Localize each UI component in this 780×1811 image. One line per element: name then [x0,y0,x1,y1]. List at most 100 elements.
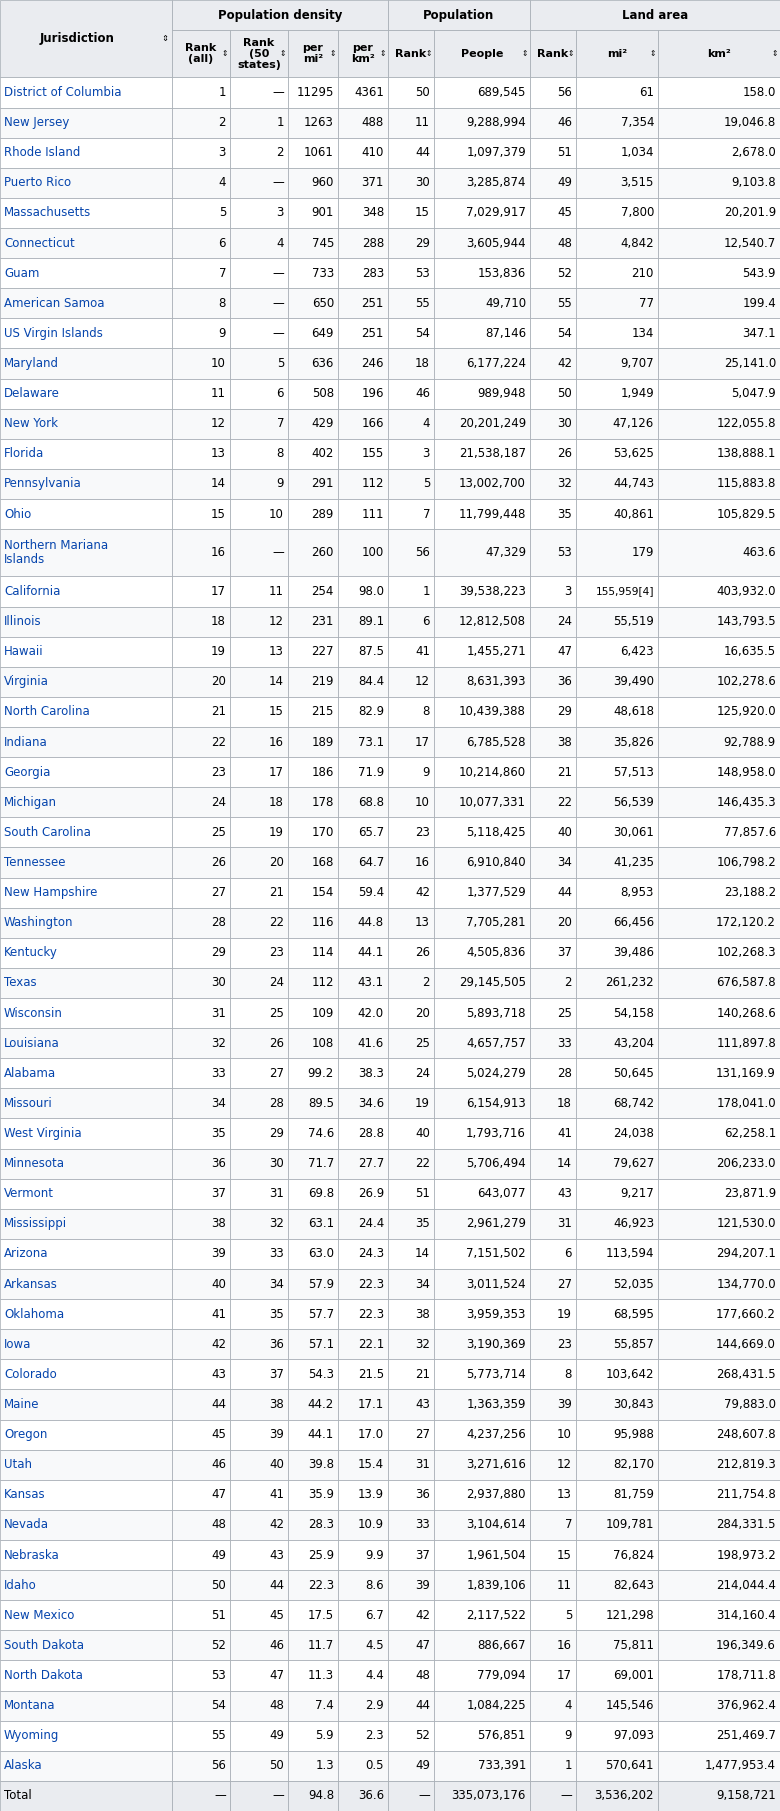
Text: 19: 19 [269,826,284,838]
Text: 47: 47 [269,1670,284,1682]
Bar [434,1148,530,1179]
Bar [288,607,338,637]
Bar [658,529,780,576]
Text: 7,800: 7,800 [621,206,654,219]
Text: 20: 20 [269,857,284,869]
Bar [388,529,434,576]
Bar [434,1780,530,1811]
Text: 64.7: 64.7 [358,857,384,869]
Text: 18: 18 [557,1097,572,1110]
Bar [576,1751,658,1780]
Text: 48,618: 48,618 [613,706,654,719]
Bar [576,168,658,197]
Bar [576,500,658,529]
Text: 1: 1 [276,116,284,129]
Text: ⇕: ⇕ [568,49,574,58]
Text: 16: 16 [211,547,226,560]
Text: 4: 4 [565,1699,572,1711]
Bar [338,319,388,348]
Bar [530,259,576,288]
Bar [434,907,530,938]
Text: Ohio: Ohio [4,507,31,520]
Bar [388,438,434,469]
Text: 3,271,616: 3,271,616 [466,1458,526,1471]
Text: Oklahoma: Oklahoma [4,1308,64,1320]
Text: 134: 134 [632,326,654,340]
Bar [434,168,530,197]
Bar [288,168,338,197]
Bar [230,907,288,938]
Bar [530,788,576,817]
Text: 49: 49 [415,1758,430,1773]
Text: 215: 215 [312,706,334,719]
Bar [530,1360,576,1389]
Bar [172,1360,230,1389]
Text: Montana: Montana [4,1699,55,1711]
Text: 4,505,836: 4,505,836 [466,947,526,960]
Text: Maryland: Maryland [4,357,59,369]
Text: 103,642: 103,642 [605,1367,654,1380]
Bar [288,1661,338,1690]
Text: 42: 42 [269,1518,284,1532]
Text: New Mexico: New Mexico [4,1608,74,1623]
Bar [338,1601,388,1630]
Bar [530,1058,576,1088]
Text: 44: 44 [269,1579,284,1592]
Text: 55: 55 [415,297,430,310]
Text: 41: 41 [557,1126,572,1139]
Bar [230,1720,288,1751]
Bar [530,500,576,529]
Text: New Hampshire: New Hampshire [4,886,98,898]
Bar [172,1420,230,1449]
Text: 113,594: 113,594 [605,1248,654,1260]
Bar [338,1780,388,1811]
Text: 9: 9 [218,326,226,340]
Bar [338,757,388,788]
Text: Kentucky: Kentucky [4,947,58,960]
Text: 402: 402 [312,447,334,460]
Bar [434,1630,530,1661]
Bar [388,1570,434,1601]
Text: 189: 189 [312,735,334,748]
Bar [338,348,388,378]
Text: 27.7: 27.7 [358,1157,384,1170]
Bar [0,907,172,938]
Text: 294,207.1: 294,207.1 [716,1248,776,1260]
Text: 49: 49 [557,176,572,190]
Bar [434,1179,530,1208]
Bar [230,197,288,228]
Bar [576,1480,658,1510]
Bar [0,666,172,697]
Text: 28.3: 28.3 [308,1518,334,1532]
Text: 41: 41 [211,1308,226,1320]
Bar [434,288,530,319]
Bar [338,1690,388,1720]
Bar [338,500,388,529]
Bar [338,469,388,500]
Bar [658,1720,780,1751]
Text: 5,047.9: 5,047.9 [732,388,776,400]
Text: 10: 10 [211,357,226,369]
Bar [658,319,780,348]
Text: 111: 111 [361,507,384,520]
Bar [434,576,530,607]
Text: 50: 50 [415,85,430,100]
Bar [576,78,658,107]
Bar [658,1029,780,1058]
Text: 32: 32 [415,1338,430,1351]
Bar [230,1510,288,1539]
Text: 3,104,614: 3,104,614 [466,1518,526,1532]
Bar [530,1389,576,1420]
Text: 8,631,393: 8,631,393 [466,676,526,688]
Text: 114: 114 [311,947,334,960]
Text: 19: 19 [211,645,226,657]
Text: 69.8: 69.8 [308,1188,334,1201]
Text: 45: 45 [557,206,572,219]
Bar [530,1239,576,1270]
Text: 17: 17 [211,585,226,598]
Text: 138,888.1: 138,888.1 [717,447,776,460]
Text: 1,793,716: 1,793,716 [466,1126,526,1139]
Text: 26.9: 26.9 [358,1188,384,1201]
Text: 49: 49 [269,1730,284,1742]
Bar [658,607,780,637]
